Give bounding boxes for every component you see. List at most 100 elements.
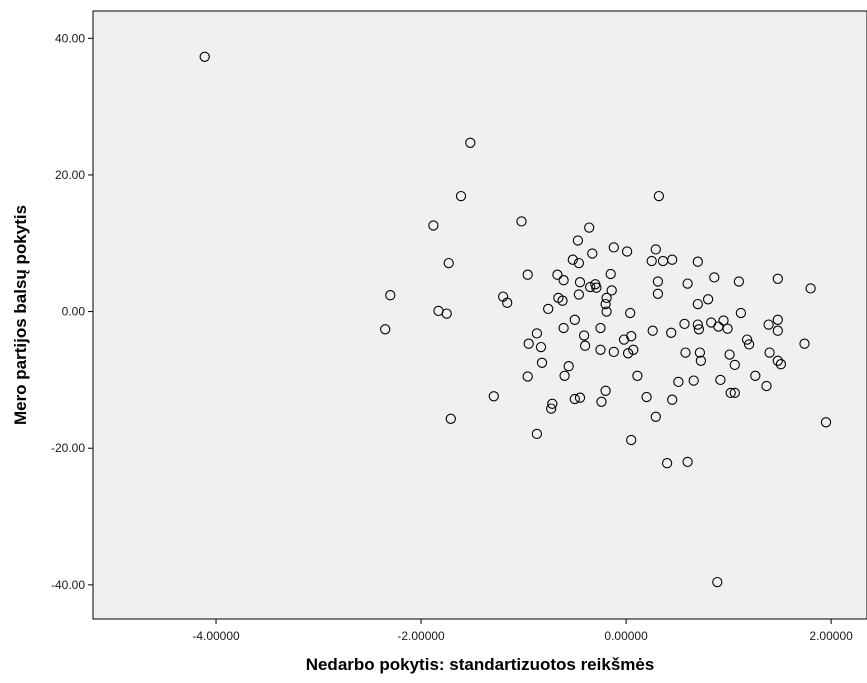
- scatter-point: [595, 344, 606, 355]
- scatter-point: [600, 385, 611, 396]
- scatter-point: [502, 297, 513, 308]
- x-tick-label: -4.00000: [192, 629, 240, 643]
- plot-area: [92, 10, 867, 620]
- scatter-point: [385, 290, 396, 301]
- scatter-point: [380, 324, 391, 335]
- scatter-point: [652, 288, 664, 299]
- scatter-point: [600, 298, 611, 310]
- scatter-point: [558, 322, 569, 334]
- scatter-point: [628, 344, 639, 355]
- scatter-point: [626, 331, 637, 342]
- scatter-point: [673, 376, 684, 388]
- scatter-point: [729, 359, 740, 371]
- scatter-point: [805, 283, 816, 294]
- scatter-point: [595, 322, 606, 334]
- scatter-point: [722, 323, 733, 334]
- scatter-point: [775, 359, 787, 370]
- scatter-point: [743, 339, 755, 350]
- scatter-point: [650, 411, 661, 422]
- scatter-point: [692, 319, 703, 330]
- scatter-point: [772, 273, 783, 284]
- scatter-point: [443, 257, 454, 269]
- scatter-point: [718, 315, 729, 326]
- scatter-point: [543, 303, 554, 315]
- scatter-point: [465, 137, 476, 148]
- scatter-point: [692, 298, 703, 310]
- scatter-point: [488, 391, 499, 402]
- x-tick-label: 2.00000: [809, 629, 853, 643]
- scatter-point: [724, 349, 735, 360]
- scatter-point: [661, 458, 673, 469]
- scatter-point: [445, 413, 456, 424]
- scatter-point: [666, 327, 677, 338]
- scatter-point: [569, 314, 580, 325]
- scatter-point: [712, 576, 723, 588]
- scatter-point: [585, 281, 596, 293]
- scatter-point: [761, 380, 772, 392]
- scatter-point: [652, 276, 664, 287]
- scatter-point: [680, 347, 691, 358]
- scatter-point: [741, 334, 753, 345]
- y-tick-label: 0.00: [62, 305, 86, 319]
- scatter-point: [605, 268, 616, 280]
- y-tick-label: -20.00: [51, 441, 85, 455]
- scatter-point: [641, 391, 652, 403]
- scatter-point: [692, 256, 703, 267]
- scatter-point: [729, 387, 740, 399]
- scatter-point: [546, 403, 557, 414]
- scatter-point: [536, 357, 548, 368]
- scatter-point: [552, 269, 563, 280]
- y-tick-label: 40.00: [55, 31, 85, 45]
- scatter-point: [725, 387, 736, 399]
- axis-ticks: 40.00 20.00 0.00 -20.00 -40.00 -4.00000 -2.000…: [51, 31, 853, 643]
- scatter-point: [573, 289, 585, 300]
- scatter-point: [772, 325, 783, 336]
- y-tick-label: 20.00: [55, 168, 85, 182]
- scatter-point: [579, 340, 591, 351]
- scatter-point: [694, 347, 706, 358]
- scatter-point: [667, 394, 678, 405]
- scatter-point: [596, 396, 607, 407]
- scatter-point: [606, 285, 617, 296]
- scatter-point: [559, 370, 570, 381]
- scatter-point: [763, 319, 774, 330]
- scatter-point: [715, 374, 726, 386]
- scatter-point: [547, 398, 558, 409]
- scatter-point: [569, 393, 580, 405]
- scatter-point: [558, 275, 569, 286]
- scatter-point: [455, 190, 467, 202]
- scatter-point: [523, 338, 534, 349]
- scatter-point: [733, 276, 745, 287]
- scatter-point: [574, 392, 586, 403]
- scatter-point: [820, 417, 832, 428]
- y-tick-label: -40.00: [51, 578, 85, 592]
- scatter-point: [632, 370, 643, 381]
- scatter-point: [574, 277, 586, 288]
- scatter-point: [682, 456, 693, 468]
- scatter-point: [531, 428, 543, 440]
- scatter-point: [522, 371, 533, 382]
- scatter-point: [601, 292, 612, 304]
- x-tick-label: 0.00000: [604, 629, 648, 643]
- scatter-point: [578, 330, 590, 341]
- scatter-point: [626, 434, 637, 446]
- scatter-point: [531, 328, 543, 339]
- scatter-point: [693, 324, 705, 335]
- scatter-point: [199, 51, 210, 62]
- scatter-point: [679, 318, 690, 330]
- scatter-point: [682, 278, 693, 289]
- scatter-point: [572, 235, 584, 246]
- data-points: [199, 51, 832, 588]
- scatter-point: [667, 254, 678, 265]
- scatter-point: [772, 314, 783, 325]
- scatter-point: [563, 361, 574, 372]
- x-axis-title: Nedarbo pokytis: standartizuotos reikšmė…: [306, 655, 655, 674]
- scatter-point: [735, 307, 747, 319]
- scatter-point: [709, 272, 720, 283]
- scatter-point: [591, 282, 602, 293]
- scatter-point: [557, 295, 568, 306]
- scatter-point: [587, 248, 598, 259]
- x-tick-label: -2.00000: [397, 629, 445, 643]
- scatter-point: [695, 355, 707, 366]
